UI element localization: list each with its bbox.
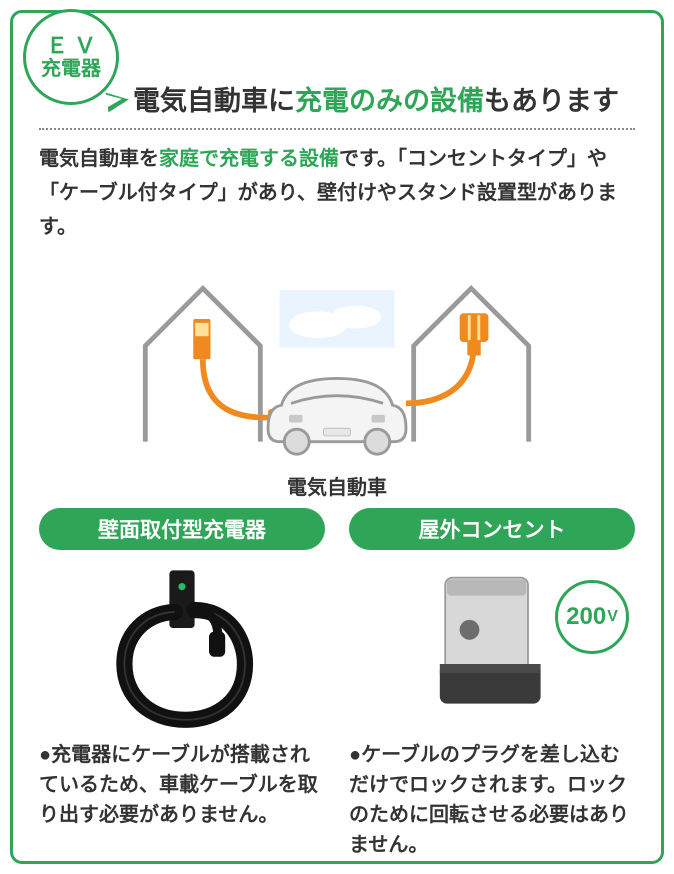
info-card: ＥＶ 充電器 電気自動車に充電のみの設備もあります 電気自動車を家庭で充電する設…: [10, 10, 664, 864]
ev-diagram: 電気自動車: [39, 250, 635, 500]
outlet-image: 200V: [349, 556, 635, 736]
car-icon: [268, 378, 406, 454]
plug-handle-icon: [209, 632, 225, 657]
product-outlet: 屋外コンセント 200V ●ケーブルのプラグを差し込むだけでロックされます。ロッ…: [349, 508, 635, 860]
headline: 電気自動車に充電のみの設備もあります: [133, 79, 635, 118]
intro-text: 電気自動車を家庭で充電する設備です。「コンセントタイプ」や「ケーブル付タイプ」が…: [39, 142, 635, 244]
badge-line1: ＥＶ: [40, 33, 102, 58]
product-wall-charger: 壁面取付型充電器 ●充電器にケーブルが搭載されているため、車載ケーブルを取り出す…: [39, 508, 325, 860]
diagram-label: 電気自動車: [287, 471, 387, 500]
headline-pre: 電気自動車に: [133, 86, 295, 116]
volt-number: 200: [566, 603, 606, 631]
volt-badge: 200V: [555, 580, 629, 654]
dotted-divider: [39, 128, 635, 130]
pill-wall-charger: 壁面取付型充電器: [39, 508, 325, 550]
volt-unit: V: [607, 608, 618, 626]
product-row: 壁面取付型充電器 ●充電器にケーブルが搭載されているため、車載ケーブルを取り出す…: [39, 508, 635, 860]
headline-accent: 充電のみの設備: [295, 86, 484, 116]
category-badge: ＥＶ 充電器: [23, 9, 119, 105]
headline-post: もあります: [484, 86, 619, 116]
wall-charger-desc: ●充電器にケーブルが搭載されているため、車載ケーブルを取り出す必要がありません。: [39, 740, 325, 830]
pill-outlet: 屋外コンセント: [349, 508, 635, 550]
diagram-svg: [39, 250, 635, 480]
intro-accent: 家庭で充電する設備: [159, 148, 339, 170]
cable-right-icon: [406, 342, 474, 403]
wall-charger-image: [39, 556, 325, 736]
outlet-desc: ●ケーブルのプラグを差し込むだけでロックされます。ロックのために回転させる必要は…: [349, 740, 635, 860]
badge-line2: 充電器: [41, 58, 101, 81]
outlet-icon: [460, 313, 489, 342]
